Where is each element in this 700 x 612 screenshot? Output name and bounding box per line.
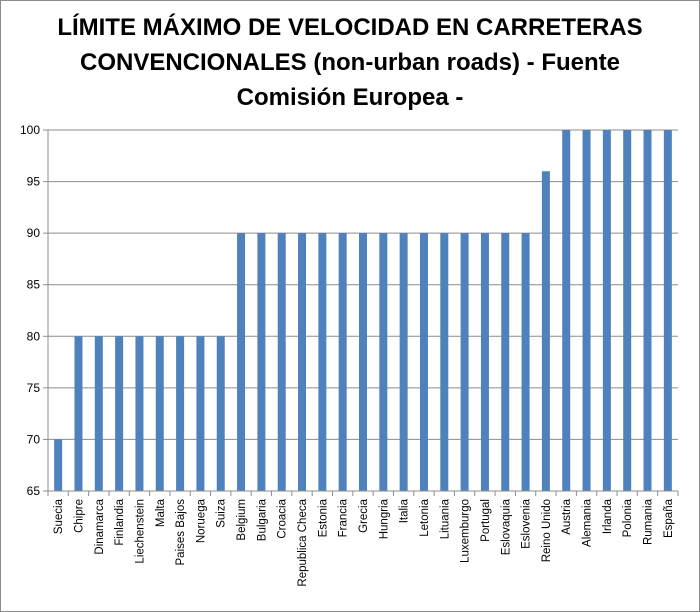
bar	[359, 233, 367, 491]
bar	[216, 336, 225, 491]
chart-title: LÍMITE MÁXIMO DE VELOCIDAD EN CARRETERAS…	[20, 10, 680, 115]
y-tick-label: 65	[27, 484, 41, 498]
chart-title-line-2: CONVENCIONALES (non-urban roads) - Fuent…	[80, 49, 620, 76]
x-tick-label: Irlanda	[602, 498, 614, 534]
bar	[196, 336, 205, 491]
x-tick-label: Estonia	[317, 498, 329, 537]
bar	[94, 336, 103, 491]
y-tick-label: 75	[27, 381, 41, 395]
bar	[379, 233, 388, 491]
x-tick-label: Malta	[155, 498, 167, 527]
bar	[135, 336, 144, 491]
x-tick-label: Paises Bajos	[175, 499, 187, 566]
bar	[602, 130, 611, 491]
x-tick-label: Suiza	[216, 498, 228, 527]
x-tick-label: Austria	[561, 498, 573, 534]
bar	[318, 233, 327, 491]
x-tick-label: Liechenstein	[134, 499, 146, 564]
x-tick-label: Polonia	[622, 498, 634, 537]
y-tick-label: 70	[27, 432, 41, 446]
bar	[298, 233, 307, 491]
x-tick-label: Chipre	[73, 499, 85, 533]
bar	[582, 130, 591, 491]
bar	[501, 233, 510, 491]
x-tick-label: Croacia	[277, 498, 289, 538]
bar	[399, 233, 408, 491]
y-tick-label: 90	[27, 226, 41, 240]
bar	[663, 130, 672, 491]
x-tick-label: Hungria	[378, 498, 390, 539]
y-tick-label: 80	[27, 329, 41, 343]
x-tick-label: Dinamarca	[94, 498, 106, 554]
y-tick-label: 85	[27, 278, 41, 292]
axes	[47, 130, 678, 492]
bar	[643, 130, 652, 491]
bar	[115, 336, 124, 491]
bar	[623, 130, 632, 491]
bar	[440, 233, 449, 491]
x-tick-label: Luxemburgo	[460, 499, 472, 563]
x-tick-label: Italia	[399, 498, 411, 523]
bar	[480, 233, 489, 491]
x-tick-label: Belgium	[236, 499, 248, 541]
y-tick-label: 100	[20, 123, 40, 137]
chart-title-line-3: Comisión Europea -	[236, 84, 464, 111]
bar	[338, 233, 347, 491]
y-tick-label: 95	[27, 175, 41, 189]
x-tick-label: Francia	[338, 498, 350, 537]
bars	[54, 130, 672, 491]
x-tick-label: Republica Checa	[297, 498, 309, 586]
x-tick-labels: Suecia Chipre Dinamarca Finlandia Liechenste…	[53, 498, 675, 586]
x-tick-label: Rumania	[643, 498, 655, 545]
x-tick-label: Bulgaria	[256, 498, 268, 541]
bar	[521, 233, 530, 491]
x-tick-label: Portugal	[480, 499, 492, 542]
bar	[562, 130, 571, 491]
chart-title-line-1: LÍMITE MÁXIMO DE VELOCIDAD EN CARRETERAS	[57, 14, 643, 41]
x-tick-label: Lituania	[439, 498, 451, 539]
bar	[74, 336, 83, 491]
x-tick-label: Finlandia	[114, 498, 126, 545]
bar	[257, 233, 266, 491]
bar	[237, 233, 246, 491]
x-tick-label: Letonia	[419, 498, 431, 536]
bar	[419, 233, 428, 491]
y-tick-labels: 65 70 75 80 85 90 95 100	[20, 123, 40, 498]
x-tick-label: Alemania	[582, 498, 594, 547]
bar	[460, 233, 469, 491]
bar	[155, 336, 164, 491]
x-tick-label: Noruega	[195, 498, 207, 543]
bar	[176, 336, 185, 491]
x-tick-label: Grecia	[358, 498, 370, 532]
x-tick-label: Eslovaquia	[500, 498, 512, 555]
x-tick-label: España	[663, 498, 675, 538]
bar	[541, 171, 550, 491]
x-tick-label: Reino Unido	[541, 499, 553, 562]
bar	[277, 233, 286, 491]
bar	[54, 439, 63, 491]
x-tick-label: Suecia	[53, 498, 65, 534]
x-tick-label: Eslovenia	[521, 498, 533, 548]
